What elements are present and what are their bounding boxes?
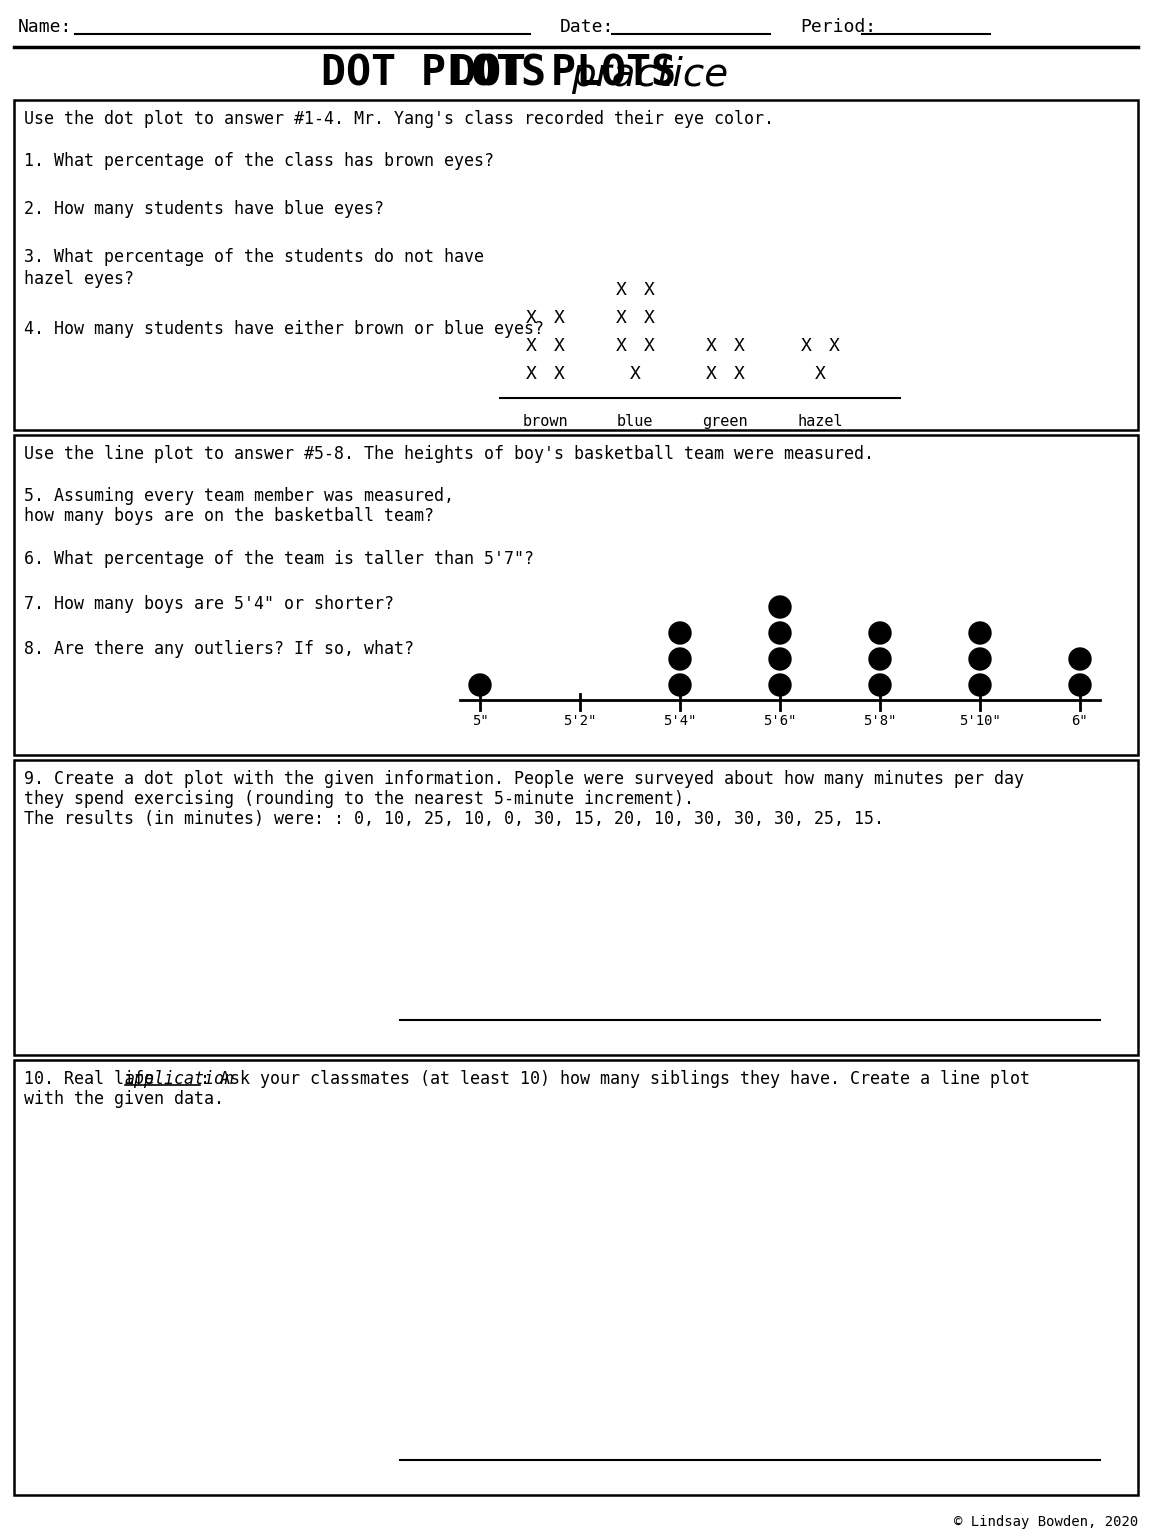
Text: X: X xyxy=(615,309,627,327)
Text: X: X xyxy=(705,336,717,355)
Text: practice: practice xyxy=(571,55,728,94)
Text: 9. Create a dot plot with the given information. People were surveyed about how : 9. Create a dot plot with the given info… xyxy=(24,770,1024,788)
Text: X: X xyxy=(734,366,744,382)
Text: X: X xyxy=(814,366,826,382)
Text: X: X xyxy=(525,366,537,382)
Text: X: X xyxy=(525,309,537,327)
FancyBboxPatch shape xyxy=(14,760,1138,1055)
Text: X: X xyxy=(629,366,641,382)
Text: X: X xyxy=(615,281,627,300)
Circle shape xyxy=(669,622,691,644)
Text: 4. How many students have either brown or blue eyes?: 4. How many students have either brown o… xyxy=(24,319,544,338)
Text: they spend exercising (rounding to the nearest 5-minute increment).: they spend exercising (rounding to the n… xyxy=(24,790,694,808)
Text: 8. Are there any outliers? If so, what?: 8. Are there any outliers? If so, what? xyxy=(24,641,414,657)
FancyBboxPatch shape xyxy=(14,435,1138,756)
Text: hazel eyes?: hazel eyes? xyxy=(24,270,134,289)
Text: Use the dot plot to answer #1-4. Mr. Yang's class recorded their eye color.: Use the dot plot to answer #1-4. Mr. Yan… xyxy=(24,111,774,127)
Circle shape xyxy=(770,648,791,670)
Text: application: application xyxy=(124,1071,235,1087)
FancyBboxPatch shape xyxy=(14,1060,1138,1495)
Circle shape xyxy=(770,674,791,696)
Text: hazel: hazel xyxy=(797,415,843,429)
Text: 10. Real life: 10. Real life xyxy=(24,1071,164,1087)
Text: X: X xyxy=(644,336,654,355)
Text: 5'8": 5'8" xyxy=(863,714,896,728)
Text: X: X xyxy=(734,336,744,355)
Text: 5. Assuming every team member was measured,: 5. Assuming every team member was measur… xyxy=(24,487,454,505)
Text: Name:: Name: xyxy=(18,18,73,35)
Text: DOT PLOTS: DOT PLOTS xyxy=(450,52,702,94)
Text: 7. How many boys are 5'4" or shorter?: 7. How many boys are 5'4" or shorter? xyxy=(24,594,394,613)
Text: with the given data.: with the given data. xyxy=(24,1091,223,1107)
Text: 2. How many students have blue eyes?: 2. How many students have blue eyes? xyxy=(24,200,384,218)
Circle shape xyxy=(669,648,691,670)
Text: X: X xyxy=(554,366,564,382)
Text: X: X xyxy=(801,336,811,355)
Text: X: X xyxy=(525,336,537,355)
Text: : Ask your classmates (at least 10) how many siblings they have. Create a line p: : Ask your classmates (at least 10) how … xyxy=(200,1071,1030,1087)
Text: DOT PLOTS: DOT PLOTS xyxy=(321,52,571,94)
Text: X: X xyxy=(554,336,564,355)
Text: blue: blue xyxy=(616,415,653,429)
Text: X: X xyxy=(828,336,840,355)
Text: X: X xyxy=(554,309,564,327)
Text: Date:: Date: xyxy=(560,18,614,35)
Text: green: green xyxy=(703,415,748,429)
Circle shape xyxy=(969,648,991,670)
Text: Period:: Period: xyxy=(799,18,877,35)
Text: X: X xyxy=(705,366,717,382)
Circle shape xyxy=(969,622,991,644)
Text: how many boys are on the basketball team?: how many boys are on the basketball team… xyxy=(24,507,434,525)
Text: The results (in minutes) were: : 0, 10, 25, 10, 0, 30, 15, 20, 10, 30, 30, 30, 2: The results (in minutes) were: : 0, 10, … xyxy=(24,809,884,828)
Text: 3. What percentage of the students do not have: 3. What percentage of the students do no… xyxy=(24,247,484,266)
Text: X: X xyxy=(644,281,654,300)
Text: 5'4": 5'4" xyxy=(664,714,697,728)
Circle shape xyxy=(969,674,991,696)
Circle shape xyxy=(869,622,890,644)
Text: 6. What percentage of the team is taller than 5'7"?: 6. What percentage of the team is taller… xyxy=(24,550,535,568)
Text: © Lindsay Bowden, 2020: © Lindsay Bowden, 2020 xyxy=(954,1514,1138,1528)
Text: X: X xyxy=(615,336,627,355)
Circle shape xyxy=(469,674,491,696)
Text: 1. What percentage of the class has brown eyes?: 1. What percentage of the class has brow… xyxy=(24,152,494,170)
Circle shape xyxy=(1069,674,1091,696)
Circle shape xyxy=(869,674,890,696)
Circle shape xyxy=(1069,648,1091,670)
Text: 5'2": 5'2" xyxy=(563,714,597,728)
FancyBboxPatch shape xyxy=(14,100,1138,430)
Circle shape xyxy=(770,596,791,617)
Text: brown: brown xyxy=(522,415,568,429)
Text: Use the line plot to answer #5-8. The heights of boy's basketball team were meas: Use the line plot to answer #5-8. The he… xyxy=(24,445,874,462)
Text: 5'10": 5'10" xyxy=(960,714,1001,728)
Circle shape xyxy=(770,622,791,644)
Text: 6": 6" xyxy=(1071,714,1089,728)
Text: 5'6": 5'6" xyxy=(764,714,797,728)
Text: 5": 5" xyxy=(471,714,488,728)
Text: X: X xyxy=(644,309,654,327)
Circle shape xyxy=(869,648,890,670)
Circle shape xyxy=(669,674,691,696)
